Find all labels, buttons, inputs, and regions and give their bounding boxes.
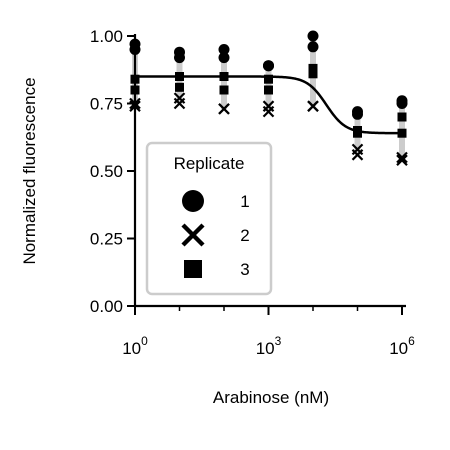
data-point-x	[396, 154, 408, 166]
legend-title: Replicate	[174, 154, 245, 173]
data-point-circle	[307, 30, 319, 42]
data-point-square	[397, 112, 407, 122]
data-point-circle	[307, 41, 319, 53]
legend: Replicate 1 2 3	[145, 141, 273, 296]
data-point-circle	[263, 60, 274, 72]
y-tick-label: 1.00	[90, 27, 123, 46]
y-tick-label: 0.75	[90, 95, 123, 114]
data-point-square	[264, 74, 273, 84]
y-tick-label: 0.00	[90, 297, 123, 316]
data-point-x	[173, 92, 186, 104]
x-axis-title: Arabinose (nM)	[213, 388, 329, 407]
data-point-square	[308, 69, 318, 79]
legend-label: 2	[240, 226, 249, 245]
data-point-square	[219, 72, 229, 81]
legend-marker-square	[184, 260, 202, 278]
data-point-circle	[352, 108, 363, 120]
legend-marker-x	[181, 223, 205, 247]
data-point-circle	[218, 44, 230, 55]
x-tick-label: 100	[122, 334, 148, 358]
y-axis-title: Normalized fluorescence	[20, 77, 39, 264]
data-point-square	[308, 63, 318, 73]
legend-marker-circle	[182, 190, 204, 212]
data-point-x	[307, 100, 319, 112]
data-point-x	[351, 143, 364, 156]
data-point-square	[175, 82, 184, 92]
data-point-x	[218, 103, 230, 115]
data-point-x	[396, 151, 408, 164]
data-point-square	[219, 85, 229, 95]
legend-box	[145, 141, 273, 296]
legend-label: 1	[240, 192, 249, 211]
data-point-square	[397, 128, 407, 138]
x-tick-label: 103	[256, 334, 282, 358]
data-point-square	[264, 85, 273, 95]
legend-entries: 1 2 3	[181, 190, 250, 279]
y-tick-label: 0.50	[90, 162, 123, 181]
legend-label: 3	[240, 260, 249, 279]
data-point-square	[175, 72, 184, 81]
axes: 0.00 0.25 0.50 0.75 1.00 100 103 106	[90, 27, 415, 358]
data-point-circle	[174, 52, 185, 64]
y-tick-label: 0.25	[90, 230, 123, 249]
plot-area	[129, 30, 408, 166]
data-point-x	[262, 100, 275, 112]
data-point-circle	[396, 98, 408, 109]
x-tick-label: 106	[389, 334, 415, 358]
data-point-square	[353, 128, 362, 138]
data-point-circle	[218, 52, 230, 64]
